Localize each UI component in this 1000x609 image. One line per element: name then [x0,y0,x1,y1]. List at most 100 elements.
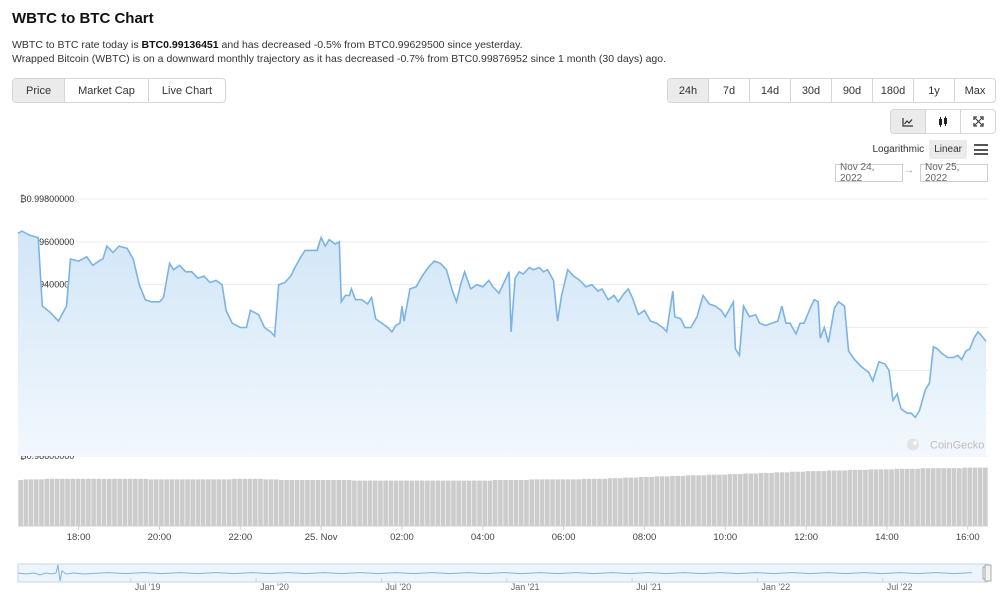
volume-bar [352,480,357,526]
tab-live-chart[interactable]: Live Chart [147,79,225,102]
volume-bar [310,480,315,526]
volume-bar [96,478,102,526]
volume-bar [831,470,837,526]
volume-bar [675,475,681,526]
navigator-tick-label: Jul '19 [135,582,161,592]
volume-bar [399,480,404,526]
volume-bar [404,480,409,526]
time-range-selector: 24h 7d 14d 30d 90d 180d 1y Max [667,78,996,103]
volume-bar [941,468,946,526]
page-title: WBTC to BTC Chart [12,10,154,27]
volume-bar [101,478,107,526]
volume-bar [685,475,691,526]
range-30d-button[interactable]: 30d [790,79,831,102]
volume-bar [821,471,827,526]
volume-bar [263,479,269,526]
volume-bar [331,480,336,526]
volume-bar [456,480,461,526]
watermark-text: CoinGecko [930,440,984,452]
volume-bar [894,468,900,526]
volume-bar [904,468,910,526]
volume-bar [852,469,858,526]
volume-bar [602,478,608,526]
volume-bar [289,480,295,526]
navigator-handle-right[interactable] [984,564,992,582]
range-180d-button[interactable]: 180d [872,79,913,102]
range-navigator[interactable]: Jul '19 Jan '20 Jul '20 Jan '21 Jul '21 Jan '… [17,563,992,592]
volume-bar [889,469,894,526]
volume-bar [190,479,196,526]
tab-market-cap[interactable]: Market Cap [64,79,148,102]
volume-bar [252,478,258,526]
x-tick-label: 14:00 [875,532,899,543]
volume-bar [607,478,613,526]
range-24h-button[interactable]: 24h [668,79,708,102]
volume-bar [873,469,879,526]
volume-bar [618,478,623,526]
volume-bar [633,477,639,526]
volume-bar [153,479,159,526]
volume-bar [169,479,175,526]
range-1y-button[interactable]: 1y [913,79,954,102]
volume-bar [779,472,785,526]
volume-bar [44,478,49,526]
hamburger-menu-icon[interactable] [974,144,988,155]
volume-bar [680,475,686,526]
volume-bar [226,479,232,526]
volume-bar [800,471,806,526]
volume-bar [106,478,112,526]
volume-bar [764,472,769,526]
tab-price[interactable]: Price [13,79,65,102]
rate-description: WBTC to BTC rate today is BTC0.99136451 … [12,39,523,51]
volume-bar [550,479,555,526]
price-chart[interactable]: ₿0.98600000₿0.98800000₿0.99000000₿0.9920… [0,185,1000,609]
volume-bar [138,478,143,526]
candlestick-button[interactable] [925,110,960,133]
date-to-input[interactable]: Nov 25, 2022 [920,162,988,184]
volume-bar [586,478,592,526]
fullscreen-button[interactable] [960,110,995,133]
logarithmic-option[interactable]: Logarithmic [872,144,925,155]
volume-bar [65,478,70,526]
volume-bar [670,475,675,526]
volume-bar [367,480,373,526]
volume-bar [784,472,790,526]
range-14d-button[interactable]: 14d [749,79,790,102]
volume-bar [247,478,253,526]
volume-bar [299,480,305,526]
volume-bar [80,478,86,526]
volume-bar [487,480,493,526]
volume-bar [847,469,853,526]
volume-bar [612,478,618,526]
volume-bar [482,480,488,526]
volume-bar [816,471,821,526]
y-tick-label: ₿0.99600000 [20,237,74,247]
date-from-input[interactable]: Nov 24, 2022 [835,162,903,184]
volume-bar [837,470,842,526]
volume-bar [644,477,649,526]
range-7d-button[interactable]: 7d [708,79,749,102]
volume-bar [232,478,237,526]
volume-bar [717,474,722,526]
volume-bar [977,467,983,526]
linear-option[interactable]: Linear [929,140,967,159]
x-tick-label: 22:00 [228,532,252,543]
volume-bar [122,478,128,526]
range-max-button[interactable]: Max [954,79,995,102]
line-chart-icon [902,117,913,127]
volume-bar [258,478,263,526]
volume-bar [581,478,587,526]
volume-bar [294,480,300,526]
volume-bar [727,474,733,526]
volume-bar [75,478,81,526]
volume-bar [216,479,222,526]
line-chart-button[interactable] [891,110,925,133]
price-area [18,231,986,456]
volume-bar [508,480,514,526]
volume-bar [185,479,190,526]
volume-bar [440,480,446,526]
navigator-tick-label: Jul '20 [385,582,411,592]
x-tick-label: 25. Nov [305,532,338,543]
range-90d-button[interactable]: 90d [831,79,872,102]
volume-bar [623,477,628,526]
